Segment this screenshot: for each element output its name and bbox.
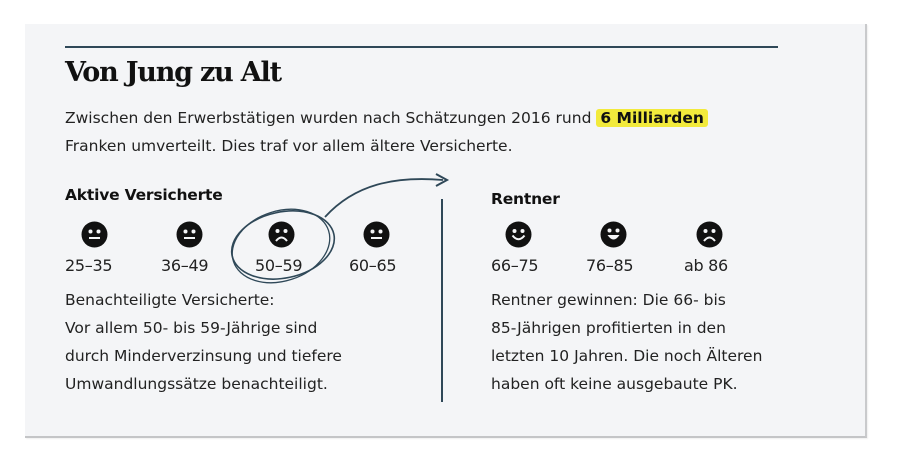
age-label: 50–59 (255, 256, 303, 275)
intro-text-line2: Franken umverteilt. Dies traf vor allem … (65, 137, 513, 155)
smile-face-icon (505, 221, 532, 248)
age-label: 60–65 (349, 256, 397, 275)
description-line: Vor allem 50- bis 59-Jährige sind (65, 319, 318, 337)
sad-face-icon (268, 221, 295, 248)
age-label: 76–85 (586, 256, 634, 275)
active-heading: Aktive Versicherte (65, 186, 223, 204)
description-line: haben oft keine ausgebaute PK. (491, 375, 738, 393)
age-label: 66–75 (491, 256, 539, 275)
intro-paragraph: Zwischen den Erwerbstätigen wurden nach … (65, 104, 825, 160)
description-line: 85-Jährigen profitierten in den (491, 319, 726, 337)
description-line: Benachteiligte Versicherte: (65, 291, 275, 309)
neutral-face-icon (81, 221, 108, 248)
infographic-card: Von Jung zu Alt Zwischen den Erwerbstäti… (25, 24, 867, 438)
neutral-face-icon (363, 221, 390, 248)
age-label: ab 86 (684, 256, 728, 275)
retirees-heading: Rentner (491, 190, 560, 208)
description-line: Rentner gewinnen: Die 66- bis (491, 291, 726, 309)
description-line: durch Minderverzinsung und tiefere (65, 347, 342, 365)
active-description: Benachteiligte Versicherte: Vor allem 50… (65, 286, 342, 398)
age-label: 36–49 (161, 256, 209, 275)
grin-face-icon (600, 221, 627, 248)
section-divider (441, 199, 443, 402)
retirees-description: Rentner gewinnen: Die 66- bis 85-Jährige… (491, 286, 762, 398)
highlight-amount: 6 Milliarden (596, 109, 708, 127)
neutral-face-icon (176, 221, 203, 248)
page-title: Von Jung zu Alt (65, 57, 282, 88)
description-line: letzten 10 Jahren. Die noch Älteren (491, 347, 763, 365)
age-label: 25–35 (65, 256, 113, 275)
description-line: Umwandlungssätze benachteiligt. (65, 375, 328, 393)
sad-face-icon (696, 221, 723, 248)
intro-text: Zwischen den Erwerbstätigen wurden nach … (65, 109, 597, 127)
top-rule (65, 46, 778, 48)
